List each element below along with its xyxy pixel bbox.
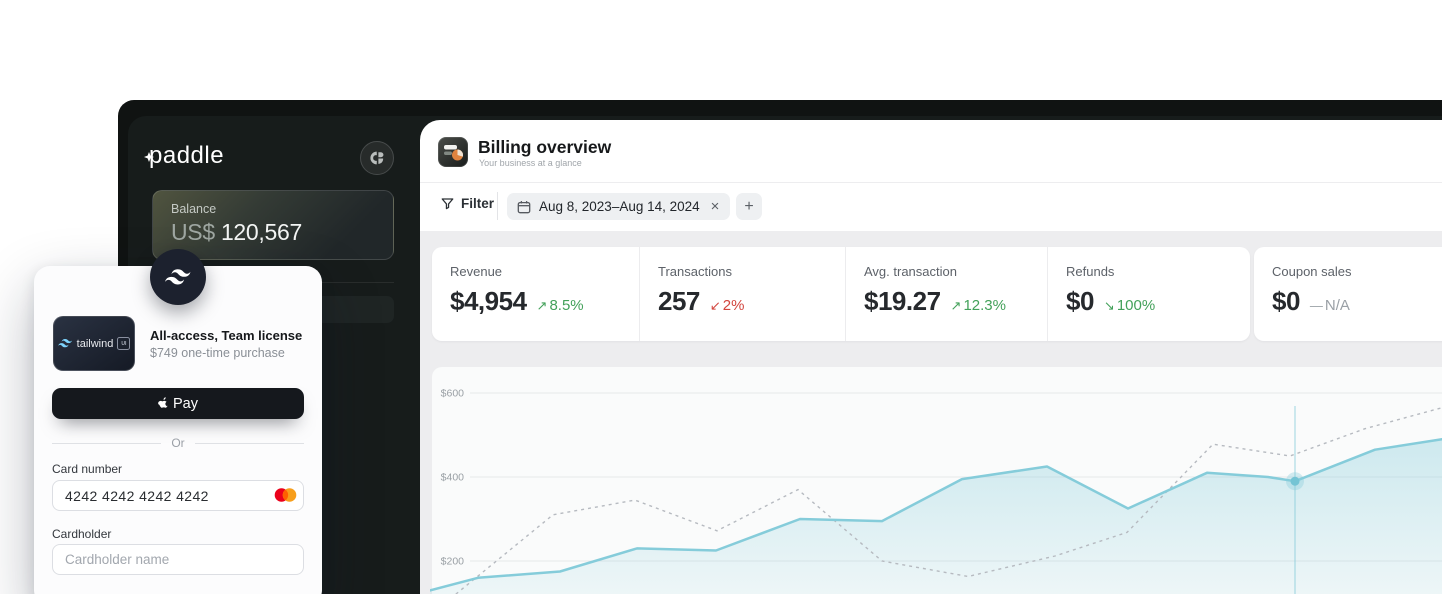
stat-delta: ↗ 8.5%: [536, 297, 584, 314]
monogram-icon: [370, 151, 384, 165]
cardholder-label: Cardholder: [52, 527, 112, 541]
stat-revenue: Revenue $4,954 ↗ 8.5%: [432, 247, 640, 341]
thumb-ui-box: UI: [117, 337, 131, 350]
area-fill: [430, 439, 1442, 594]
hover-marker-dot: [1290, 476, 1300, 486]
stat-delta: ↙ 2%: [709, 297, 745, 314]
plus-icon: +: [744, 197, 754, 215]
date-range-filter[interactable]: Aug 8, 2023–Aug 14, 2024 ×: [507, 193, 731, 220]
calendar-icon: [517, 200, 531, 213]
stat-value: 257: [658, 286, 700, 316]
trend-up-icon: ↗: [950, 298, 962, 313]
page-title: Billing overview: [478, 137, 612, 157]
y-tick-label: $200: [441, 556, 465, 568]
product-title: All-access, Team license: [150, 328, 303, 343]
revenue-area-chart[interactable]: $600 $400 $200: [430, 367, 1442, 594]
apple-icon: [158, 397, 168, 408]
stat-label: Transactions: [658, 264, 732, 279]
trend-down-icon: ↙: [709, 298, 721, 313]
no-trend-icon: —: [1309, 298, 1323, 313]
add-filter-button[interactable]: +: [736, 193, 762, 220]
stat-refunds: Refunds $0 ↘ 100%: [1048, 247, 1250, 341]
page-subtitle: Your business at a glance: [479, 158, 582, 168]
billing-chart-icon: [438, 137, 468, 167]
stat-value: $0: [1066, 286, 1094, 316]
balance-value: 120,567: [220, 219, 302, 245]
stat-content: Coupon sales $0 — N/A: [1254, 247, 1442, 317]
stat-coupon-sales: Coupon sales $0 — N/A: [1254, 247, 1442, 341]
paddle-logo: paddle: [149, 142, 225, 169]
stat-delta: ↗ 12.3%: [950, 297, 1006, 314]
trend-up-icon: ↗: [536, 298, 548, 313]
stats-card: Revenue $4,954 ↗ 8.5% Transactions 257 ↙…: [432, 247, 1250, 341]
stat-transactions: Transactions 257 ↙ 2%: [640, 247, 846, 341]
y-tick-label: $600: [441, 388, 465, 400]
mastercard-icon: [274, 488, 297, 502]
trend-down-icon: ↘: [1103, 298, 1115, 313]
stat-delta: — N/A: [1309, 297, 1350, 314]
apple-pay-label: Pay: [173, 395, 198, 412]
y-tick-label: $400: [441, 472, 465, 484]
stat-label: Coupon sales: [1272, 264, 1352, 279]
card-number-label: Card number: [52, 462, 123, 476]
stat-label: Avg. transaction: [864, 264, 957, 279]
close-icon[interactable]: ×: [710, 198, 720, 215]
stat-value: $0: [1272, 286, 1300, 316]
date-range-text: Aug 8, 2023–Aug 14, 2024: [539, 199, 700, 214]
thumb-brand-label: tailwind: [76, 337, 114, 350]
card-number-input[interactable]: [52, 480, 304, 511]
apple-pay-button[interactable]: Pay: [52, 388, 304, 419]
avatar[interactable]: [360, 141, 394, 175]
stat-label: Refunds: [1066, 264, 1115, 279]
or-divider: Or: [52, 436, 304, 450]
filter-label: Filter: [461, 196, 495, 211]
cardholder-input[interactable]: [52, 544, 304, 575]
stat-value: $4,954: [450, 286, 527, 316]
brand-badge: [150, 249, 206, 305]
balance-currency: US$: [171, 219, 215, 245]
tailwind-wave-icon: [57, 339, 72, 348]
paddle-logo-star-icon: [144, 152, 154, 162]
balance-card: Balance US$ 120,567: [152, 190, 394, 260]
header-divider: [420, 182, 1442, 183]
current-period-line: [430, 437, 1442, 592]
filter-divider: [497, 192, 498, 220]
balance-label: Balance: [171, 202, 217, 216]
product-price: $749 one-time purchase: [150, 346, 285, 360]
tailwind-wave-icon: [164, 268, 190, 284]
stat-value: $19.27: [864, 286, 941, 316]
funnel-icon: [441, 198, 454, 210]
or-label: Or: [171, 436, 185, 450]
stat-label: Revenue: [450, 264, 503, 279]
filter-button[interactable]: Filter: [440, 196, 494, 211]
stat-avg-transaction: Avg. transaction $19.27 ↗ 12.3%: [846, 247, 1048, 341]
stat-delta: ↘ 100%: [1103, 297, 1156, 314]
balance-amount: US$ 120,567: [171, 219, 302, 246]
product-thumbnail: tailwind UI: [53, 316, 135, 371]
